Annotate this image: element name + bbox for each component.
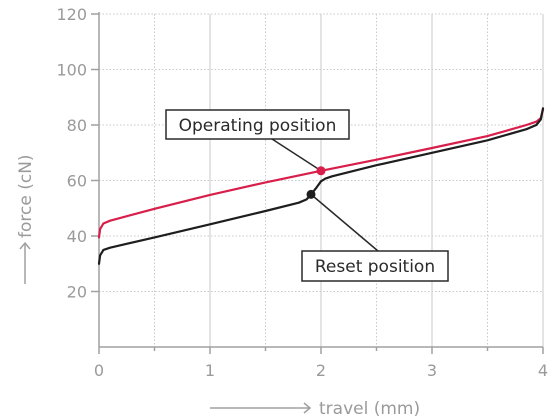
- grid: [99, 13, 544, 347]
- y-tick-label: 80: [67, 116, 87, 135]
- series-line-1: [97, 107, 545, 265]
- y-tick-label: 120: [56, 5, 87, 24]
- operating-position-callout: Operating position: [165, 109, 350, 140]
- reset-position-label: Reset position: [315, 257, 435, 277]
- reset-position-callout: Reset position: [301, 250, 449, 282]
- position-marker-0: [316, 166, 326, 176]
- x-tick-label: 3: [427, 361, 437, 380]
- y-tick-label: 60: [67, 172, 87, 191]
- callout-leader-line: [310, 193, 379, 252]
- x-tick-label: 4: [538, 361, 548, 380]
- reset-position-box: [301, 250, 449, 282]
- callout-leaders: [271, 138, 379, 252]
- position-marker-1: [306, 189, 316, 199]
- x-axis-title-arrow-head: [303, 402, 312, 414]
- markers: [306, 166, 326, 199]
- y-axis-title-group: force (cN): [16, 154, 36, 284]
- callout-leader-line: [271, 138, 322, 172]
- x-tick-label: 1: [205, 361, 215, 380]
- y-axis-title-arrow-head: [19, 241, 31, 250]
- operating-position-label: Operating position: [179, 116, 337, 136]
- y-axis-title: force (cN): [16, 154, 36, 238]
- y-tick-label: 100: [56, 61, 87, 80]
- x-tick-label: 2: [316, 361, 326, 380]
- axes: [91, 12, 544, 354]
- operating-position-box: [165, 109, 350, 140]
- y-tick-label: 40: [67, 227, 87, 246]
- x-axis-title-group: travel (mm): [210, 399, 420, 419]
- x-axis-title: travel (mm): [319, 399, 420, 419]
- x-tick-label: 0: [94, 361, 104, 380]
- y-tick-label: 20: [67, 283, 87, 302]
- tick-labels: 20 40 60 80 100 120 0 1 2 3 4: [56, 5, 548, 380]
